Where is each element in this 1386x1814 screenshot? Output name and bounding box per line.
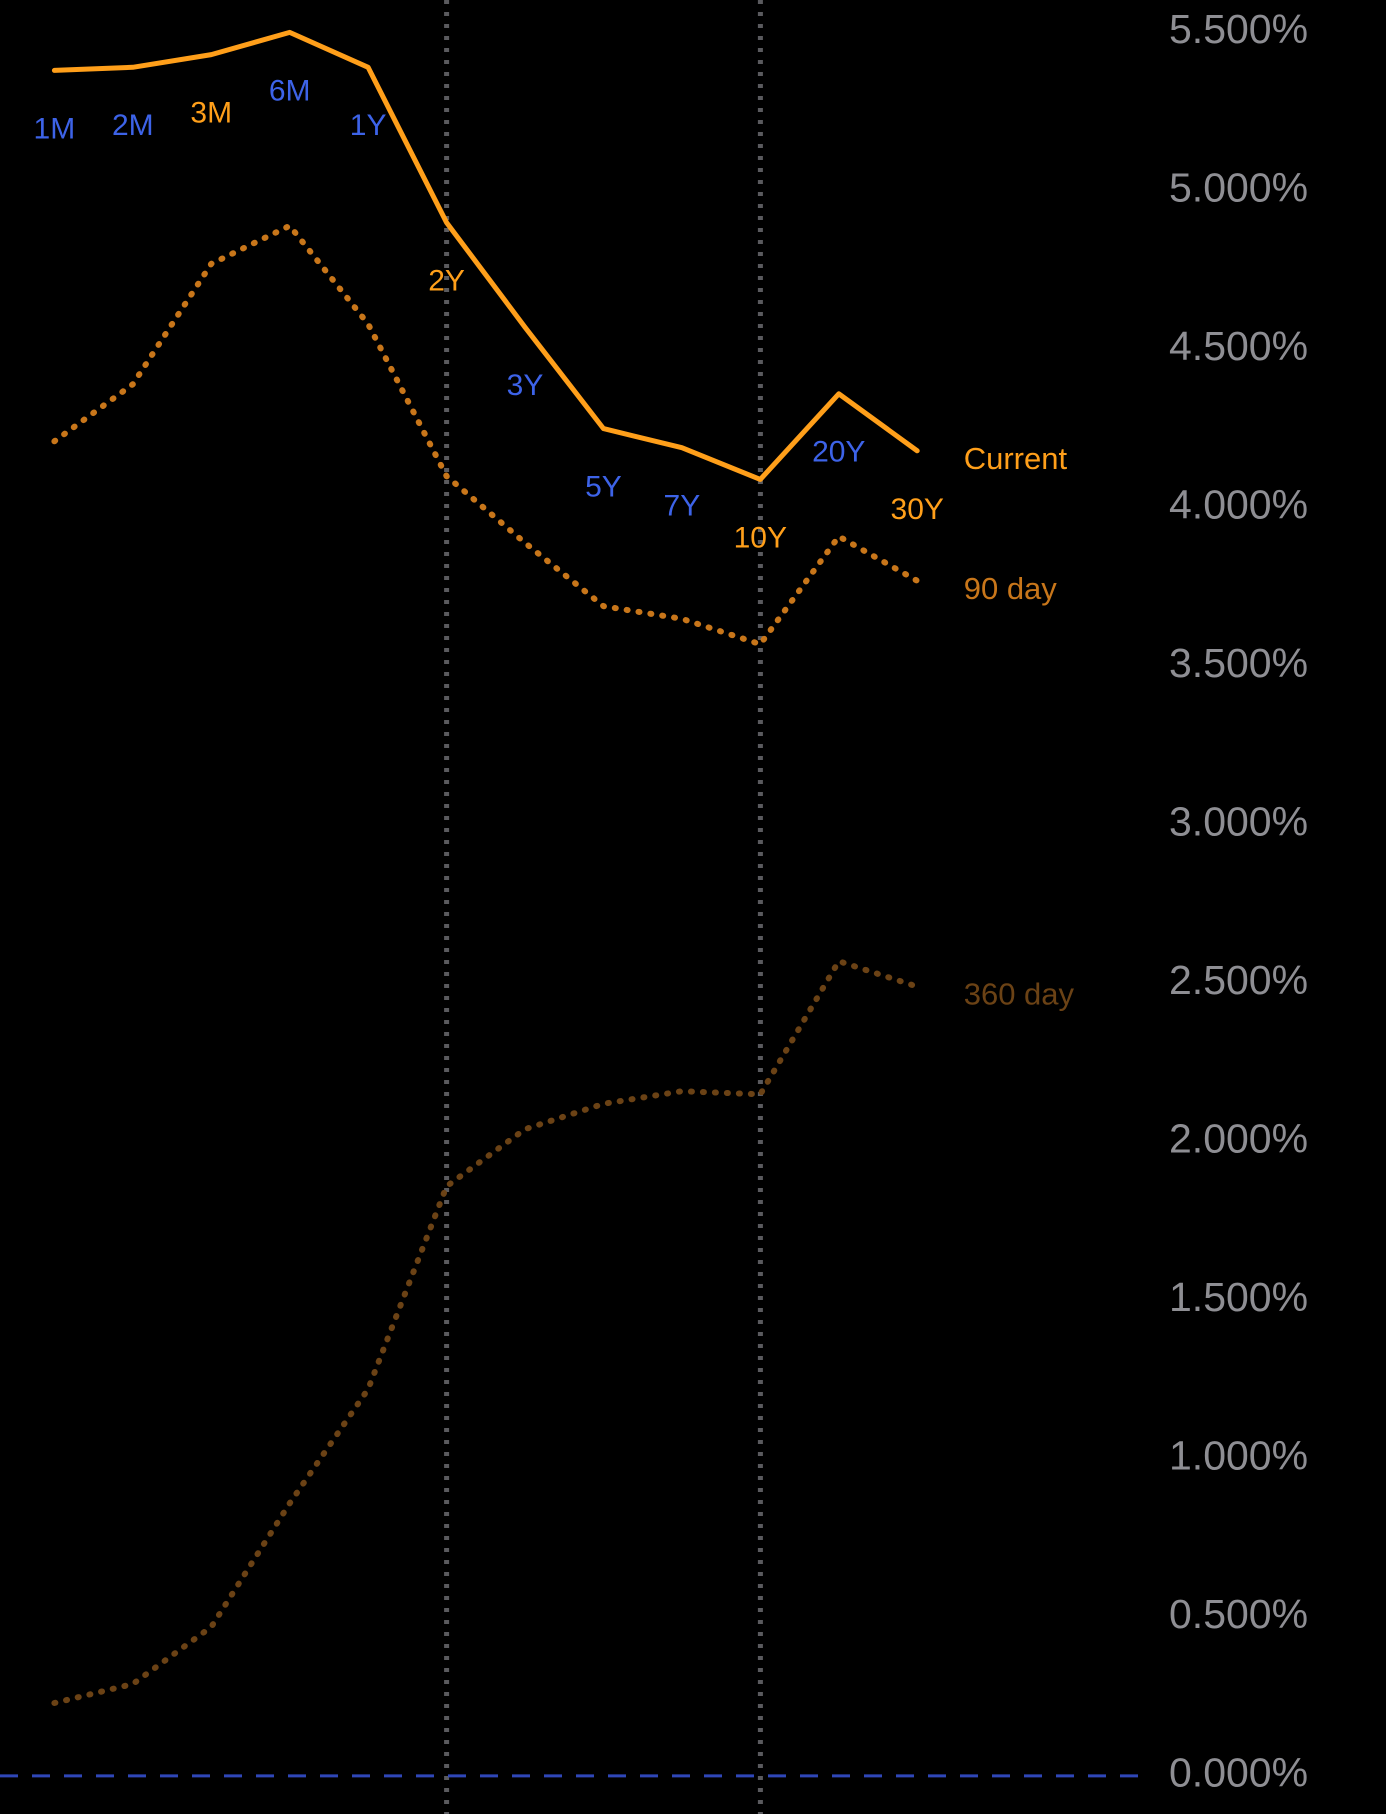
y-tick-label: 5.500% (1169, 6, 1308, 52)
y-tick-label: 3.000% (1169, 799, 1308, 845)
y-tick-label: 0.500% (1169, 1591, 1308, 1637)
category-label: 1M (34, 112, 76, 145)
category-label: 6M (269, 74, 311, 107)
category-label: 30Y (891, 493, 944, 526)
category-label: 3M (190, 97, 232, 130)
series-label: 90 day (964, 571, 1058, 606)
y-tick-label: 4.000% (1169, 482, 1308, 528)
y-tick-label: 2.500% (1169, 957, 1308, 1003)
y-tick-label: 5.000% (1169, 165, 1308, 211)
y-tick-label: 2.000% (1169, 1116, 1308, 1162)
series-line (51, 222, 921, 648)
y-tick-label: 4.500% (1169, 323, 1308, 369)
series-line (51, 29, 920, 482)
category-label: 10Y (734, 521, 787, 554)
series-label: 360 day (964, 977, 1075, 1012)
category-label: 2Y (428, 265, 465, 298)
category-label: 3Y (507, 369, 544, 402)
category-label: 20Y (812, 436, 865, 469)
y-tick-label: 1.000% (1169, 1433, 1308, 1479)
y-tick-label: 0.000% (1169, 1750, 1308, 1796)
series-line (51, 958, 921, 1706)
y-tick-label: 1.500% (1169, 1274, 1308, 1320)
category-label: 5Y (585, 471, 622, 504)
category-label: 1Y (350, 109, 387, 142)
series-label: Current (964, 441, 1068, 476)
category-label: 7Y (664, 490, 701, 523)
category-label: 2M (112, 109, 154, 142)
y-tick-label: 3.500% (1169, 640, 1308, 686)
